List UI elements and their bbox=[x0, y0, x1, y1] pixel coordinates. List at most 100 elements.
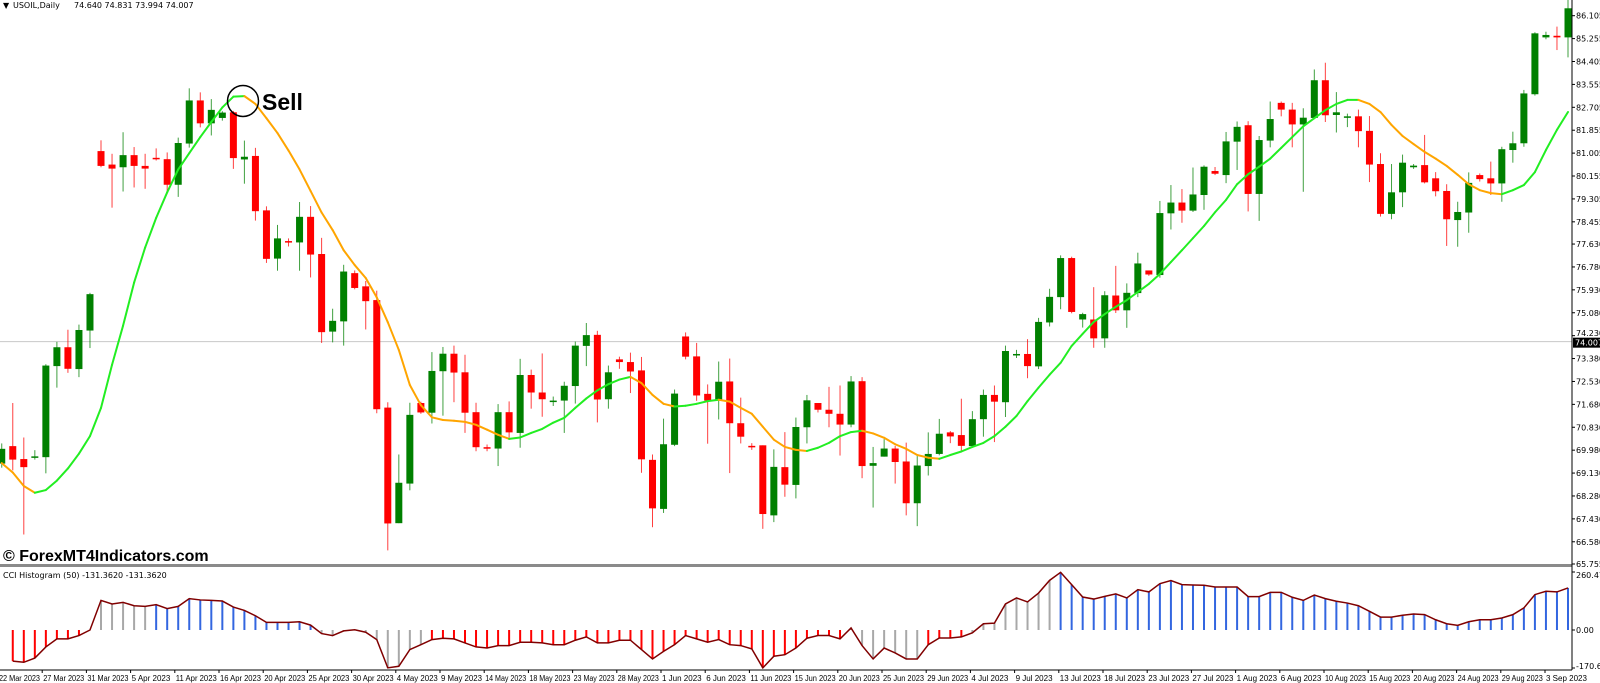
sell-label: Sell bbox=[262, 89, 303, 115]
ma-segment bbox=[1291, 125, 1305, 139]
bear-candle-body bbox=[141, 165, 149, 169]
ma-segment bbox=[1379, 111, 1393, 126]
ma-segment bbox=[739, 406, 753, 415]
ma-segment bbox=[188, 136, 202, 155]
time-tick-label: 11 Apr 2023 bbox=[176, 674, 218, 683]
ma-segment bbox=[850, 429, 864, 434]
cci-label: CCI Histogram (50) -131.3620 -131.3620 bbox=[3, 571, 167, 580]
ma-segment bbox=[1004, 414, 1018, 428]
ma-segment bbox=[364, 276, 378, 299]
bull-candle-body bbox=[1200, 166, 1208, 196]
ma-segment bbox=[1401, 135, 1415, 146]
bull-candle-body bbox=[1542, 34, 1550, 38]
ma-segment bbox=[1467, 183, 1481, 192]
bear-candle-body bbox=[649, 459, 657, 509]
ma-segment bbox=[607, 378, 621, 386]
bull-candle-body bbox=[1013, 353, 1020, 356]
bear-candle-body bbox=[1145, 270, 1153, 275]
bear-candle-body bbox=[9, 446, 17, 460]
ma-segment bbox=[342, 249, 356, 267]
ma-segment bbox=[430, 416, 444, 421]
ma-segment bbox=[166, 168, 180, 194]
triangle-down-icon[interactable]: ▼ bbox=[3, 1, 10, 10]
ma-segment bbox=[1313, 109, 1327, 120]
ma-segment bbox=[475, 423, 489, 431]
time-tick-label: 10 Aug 2023 bbox=[1325, 674, 1366, 683]
bull-candle-body bbox=[671, 393, 679, 445]
ma-segment bbox=[861, 429, 875, 435]
bear-candle-body bbox=[825, 409, 833, 414]
bear-candle-body bbox=[1487, 178, 1495, 184]
bull-candle-body bbox=[273, 238, 281, 259]
bear-candle-body bbox=[1068, 258, 1076, 312]
ma-segment bbox=[1037, 373, 1051, 389]
ma-segment bbox=[1555, 111, 1569, 131]
ma-segment bbox=[585, 389, 599, 400]
price-tick-label: 81.005 bbox=[1576, 149, 1600, 158]
bull-candle-body bbox=[1222, 141, 1230, 176]
bull-candle-body bbox=[1520, 93, 1528, 144]
ma-segment bbox=[464, 420, 478, 426]
ma-segment bbox=[695, 400, 709, 405]
time-tick-label: 20 Jun 2023 bbox=[839, 674, 881, 683]
ma-segment bbox=[1114, 299, 1128, 308]
ma-segment bbox=[155, 191, 169, 219]
time-tick-label: 4 May 2023 bbox=[397, 674, 439, 683]
bear-candle-body bbox=[362, 286, 370, 302]
ma-segment bbox=[618, 375, 632, 381]
ma-segment bbox=[276, 132, 290, 152]
bear-candle-body bbox=[1112, 295, 1120, 311]
bull-candle-body bbox=[1189, 194, 1197, 211]
time-tick-label: 18 Jul 2023 bbox=[1104, 674, 1146, 683]
bear-candle-body bbox=[351, 273, 359, 288]
pane-separator[interactable] bbox=[0, 564, 1572, 567]
ma-segment bbox=[100, 363, 114, 409]
ma-segment bbox=[519, 431, 533, 439]
ma-segment bbox=[386, 321, 400, 351]
ma-segment bbox=[133, 246, 147, 284]
time-tick-label: 25 Jun 2023 bbox=[883, 674, 925, 683]
ma-segment bbox=[706, 398, 720, 403]
ma-segment bbox=[728, 400, 742, 409]
bull-candle-body bbox=[1123, 292, 1131, 311]
ma-segment bbox=[1147, 272, 1161, 285]
time-tick-label: 23 May 2023 bbox=[574, 674, 615, 683]
ma-segment bbox=[353, 264, 367, 279]
bear-candle-body bbox=[682, 336, 690, 357]
cci-histogram bbox=[11, 571, 1569, 670]
bear-candle-body bbox=[1211, 171, 1219, 174]
bear-candle-body bbox=[836, 413, 844, 425]
bear-candle-body bbox=[1365, 130, 1373, 165]
time-tick-label: 11 Jun 2023 bbox=[750, 674, 792, 683]
ma-segment bbox=[541, 421, 555, 430]
cci-line bbox=[12, 571, 1569, 670]
bear-candle-body bbox=[1553, 35, 1561, 38]
ma-segment bbox=[1280, 136, 1294, 149]
ma-segment bbox=[894, 443, 908, 450]
time-tick-label: 16 Apr 2023 bbox=[220, 674, 262, 683]
bull-candle-body bbox=[406, 414, 414, 484]
ma-segment bbox=[1357, 98, 1371, 105]
time-tick-label: 6 Jun 2023 bbox=[706, 674, 746, 683]
bull-candle-body bbox=[1299, 117, 1307, 125]
price-tick-label: 69.980 bbox=[1576, 446, 1600, 455]
bear-candle-body bbox=[891, 448, 899, 463]
ma-segment bbox=[375, 296, 389, 324]
bull-candle-body bbox=[1057, 258, 1065, 298]
cci-tick-label: -170.695 bbox=[1576, 662, 1600, 671]
ma-segment bbox=[1434, 157, 1448, 167]
bear-candle-body bbox=[97, 151, 105, 166]
ma-segment bbox=[905, 447, 919, 457]
bull-candle-body bbox=[1001, 351, 1009, 403]
time-tick-label: 31 Mar 2023 bbox=[87, 674, 128, 683]
ma-segment bbox=[66, 452, 80, 470]
ma-segment bbox=[1544, 128, 1558, 152]
ma-segment bbox=[298, 168, 312, 192]
price-tick-label: 78.455 bbox=[1576, 218, 1600, 227]
ma-segment bbox=[662, 402, 676, 408]
price-tick-label: 69.130 bbox=[1576, 469, 1600, 478]
bear-candle-body bbox=[737, 423, 745, 437]
time-tick-label: 1 Jun 2023 bbox=[662, 674, 702, 683]
bull-candle-body bbox=[0, 448, 6, 464]
